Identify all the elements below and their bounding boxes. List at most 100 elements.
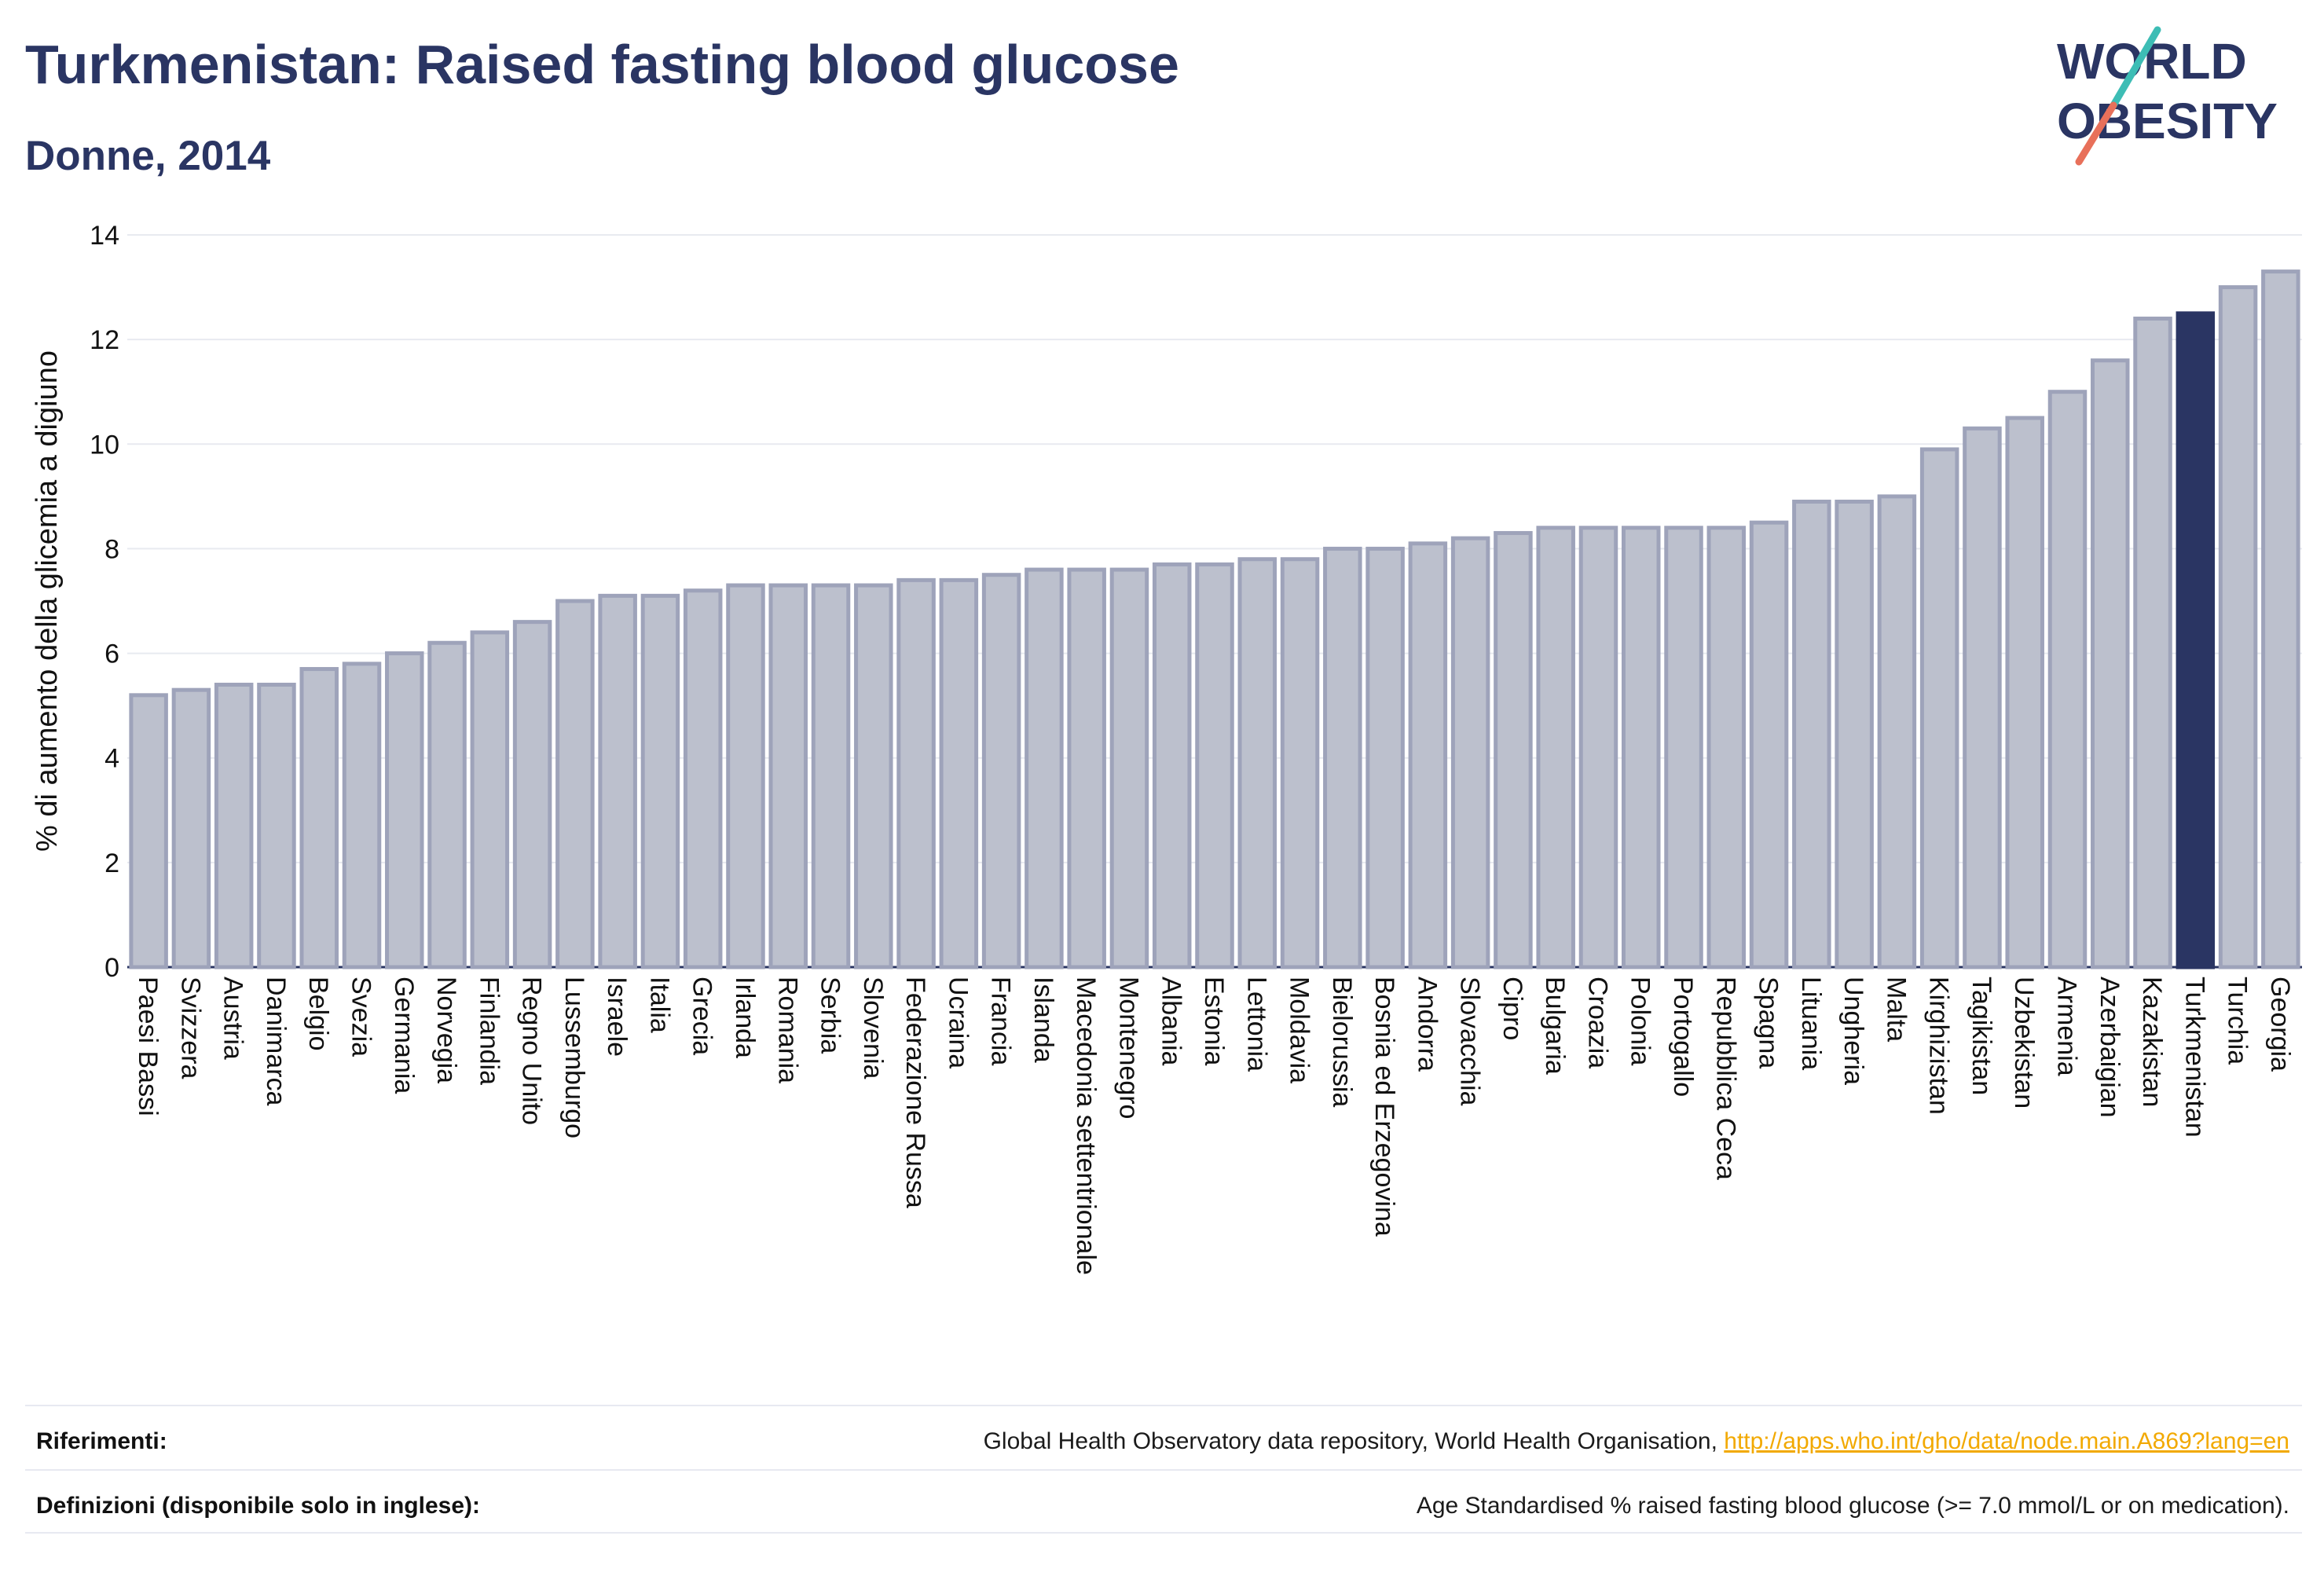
x-tick-label: Turkmenistan: [2179, 977, 2209, 1138]
x-tick-label: Irlanda: [730, 977, 760, 1058]
bar: [257, 683, 296, 969]
bar: [1706, 526, 1747, 969]
x-tick-label: Grecia: [687, 977, 717, 1055]
bar: [896, 577, 936, 969]
x-tick-label: Romania: [772, 977, 802, 1083]
bar: [2091, 358, 2130, 969]
x-tick-label: Croazia: [1582, 977, 1612, 1068]
bar: [299, 667, 339, 969]
x-tick-label: Slovenia: [858, 977, 888, 1079]
bar: [555, 599, 595, 969]
bar: [2133, 317, 2172, 969]
x-tick-label: Francia: [986, 977, 1016, 1065]
x-tick-label: Islanda: [1028, 977, 1058, 1063]
x-tick-label: Svezia: [346, 977, 376, 1057]
bar: [171, 687, 211, 969]
bar: [726, 583, 765, 969]
x-tick-label: Moldavia: [1285, 977, 1314, 1083]
bar: [1621, 526, 1661, 969]
x-tick-label: Turchia: [2223, 977, 2253, 1065]
y-tick-labels: 0 2 4 6 8 10 12 14: [90, 221, 119, 983]
bar: [2005, 416, 2044, 969]
bar: [981, 573, 1021, 969]
bar: [1195, 562, 1234, 969]
bar: [1450, 536, 1490, 969]
y-tick-label: 2: [104, 848, 119, 878]
bar: [1963, 426, 2002, 969]
bar: [385, 651, 424, 969]
x-tick-label: Ungheria: [1838, 977, 1868, 1085]
y-tick-label: 4: [104, 744, 119, 774]
bar: [1025, 567, 1064, 969]
y-axis-label: % di aumento della glicemia a digiuno: [31, 350, 64, 852]
x-tick-label: Azerbaigian: [2095, 977, 2124, 1118]
bar: [342, 662, 382, 969]
footer-divider-middle: [25, 1469, 2302, 1471]
bar: [2261, 269, 2300, 969]
bar: [1792, 500, 1831, 969]
x-tick-label: Italia: [644, 977, 674, 1033]
x-tick-label: Ucraina: [943, 977, 973, 1068]
x-tick-label: Paesi Bassi: [133, 977, 163, 1116]
bar: [470, 630, 510, 969]
references-label: Riferimenti:: [36, 1428, 167, 1454]
y-tick-label: 0: [104, 953, 119, 983]
bar: [1152, 562, 1192, 969]
x-tick-label: Serbia: [816, 977, 845, 1054]
x-tick-label: Finlandia: [474, 977, 504, 1085]
x-tick-label: Norvegia: [431, 977, 461, 1083]
bar: [129, 693, 168, 969]
x-tick-label: Kirghizistan: [1924, 977, 1954, 1115]
x-tick-label: Kazakistan: [2137, 977, 2167, 1107]
x-tick-label: Slovacchia: [1455, 977, 1485, 1106]
x-tick-label: Bielorussia: [1327, 977, 1357, 1107]
definitions-value: Age Standardised % raised fasting blood …: [1416, 1493, 2289, 1519]
x-tick-label: Austria: [218, 977, 248, 1060]
x-tick-label: Montenegro: [1113, 977, 1143, 1119]
x-tick-label: Malta: [1881, 977, 1911, 1042]
x-tick-label: Tagikistan: [1967, 977, 1996, 1095]
references-link[interactable]: http://apps.who.int/gho/data/node.main.A…: [1724, 1428, 2289, 1454]
x-tick-label: Lituania: [1796, 977, 1826, 1070]
references-value: Global Health Observatory data repositor…: [984, 1428, 2289, 1455]
definitions-label: Definizioni (disponibile solo in inglese…: [36, 1493, 481, 1519]
bar: [2047, 390, 2088, 969]
footer-divider-top: [25, 1405, 2302, 1406]
world-obesity-logo: WORLD OBESITY: [2057, 26, 2278, 166]
logo-slash-teal: [2110, 26, 2161, 109]
bars: [129, 269, 2300, 969]
x-tick-label: Georgia: [2265, 977, 2295, 1072]
y-tick-label: 14: [90, 221, 119, 251]
y-tick-label: 12: [90, 325, 119, 355]
x-tick-label: Repubblica Ceca: [1710, 977, 1740, 1180]
x-tick-label: Lussemburgo: [559, 977, 589, 1138]
x-tick-label: Armenia: [2051, 977, 2081, 1076]
x-tick-label: Polonia: [1626, 977, 1655, 1066]
x-tick-label: Regno Unito: [517, 977, 547, 1125]
bar: [427, 640, 467, 969]
bar: [1664, 526, 1703, 969]
bar: [1578, 526, 1618, 969]
bar: [2218, 285, 2258, 969]
bar: [1877, 494, 1917, 969]
x-tick-label: Estonia: [1199, 977, 1229, 1065]
x-tick-label: Svizzera: [175, 977, 205, 1079]
y-tick-label: 10: [90, 430, 119, 460]
bar: [1919, 447, 1959, 969]
bar: [598, 593, 637, 969]
bar: [811, 583, 851, 969]
x-tick-label: Belgio: [303, 977, 333, 1051]
x-tick-label: Macedonia settentrionale: [1071, 977, 1101, 1275]
bar: [1835, 500, 1874, 969]
bar: [1365, 546, 1405, 969]
bar: [1109, 567, 1149, 969]
x-tick-label: Portogallo: [1668, 977, 1698, 1097]
bar: [512, 620, 552, 969]
x-tick-label: Cipro: [1497, 977, 1527, 1040]
x-tick-labels: Paesi Bassi Svizzera Austria Danimarca Belgi…: [133, 977, 2295, 1275]
x-tick-label: Lettonia: [1241, 977, 1271, 1072]
x-tick-label: Bulgaria: [1540, 977, 1570, 1075]
bar-chart: 0 2 4 6 8 10 12 14 Paesi Bassi Svizzera Austria Da…: [31, 221, 2302, 1275]
page-title: Turkmenistan: Raised fasting blood gluco…: [25, 34, 1179, 95]
bar: [1237, 557, 1277, 969]
